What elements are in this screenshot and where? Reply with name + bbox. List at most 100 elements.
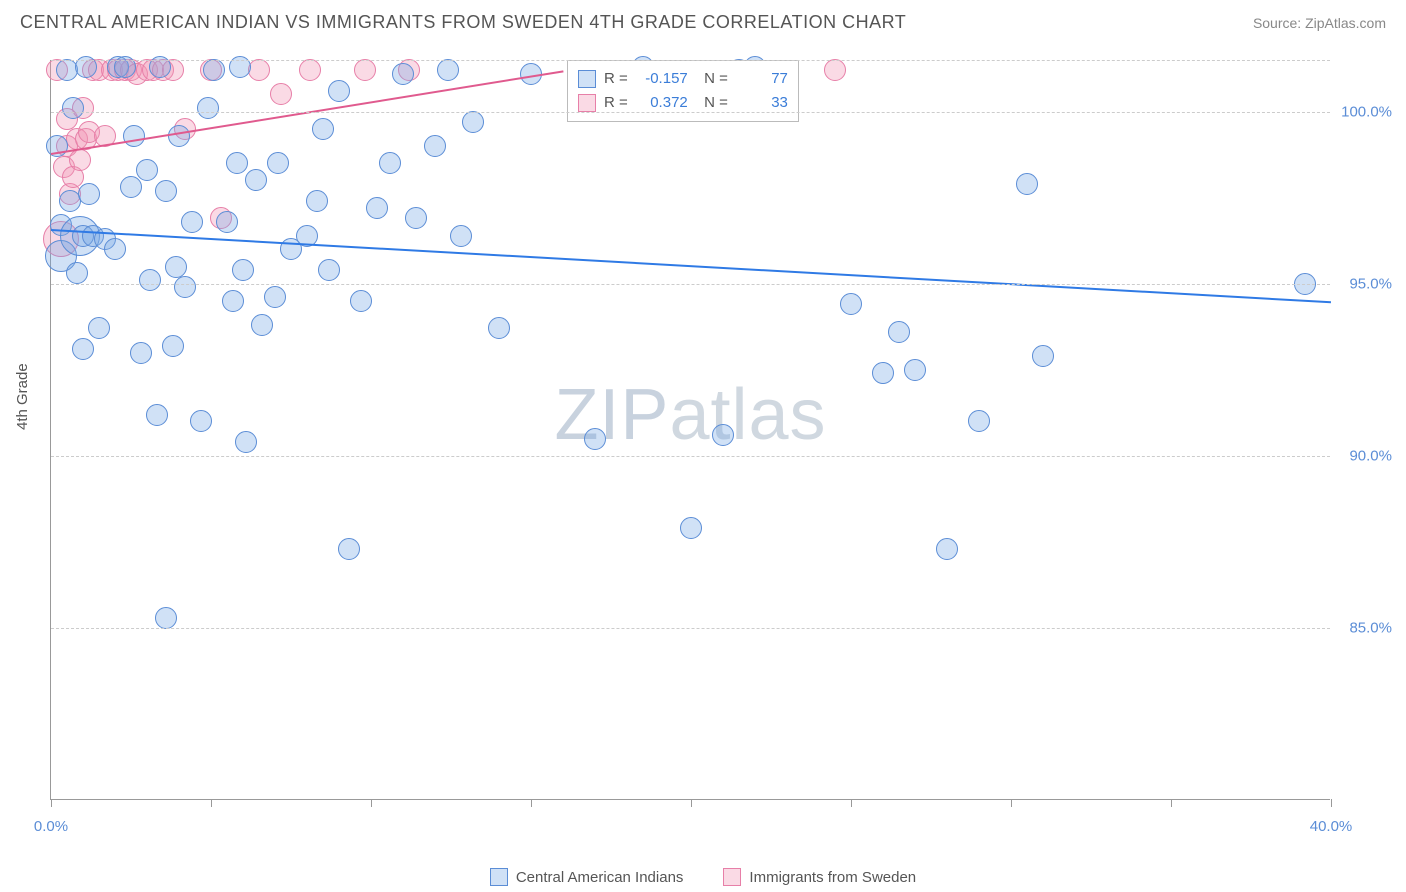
scatter-point-blue bbox=[392, 63, 414, 85]
scatter-point-blue bbox=[155, 180, 177, 202]
scatter-point-blue bbox=[968, 410, 990, 432]
scatter-point-blue bbox=[130, 342, 152, 364]
scatter-point-blue bbox=[437, 59, 459, 81]
scatter-point-blue bbox=[267, 152, 289, 174]
legend-label-blue: Central American Indians bbox=[516, 869, 684, 886]
scatter-point-blue bbox=[222, 290, 244, 312]
scatter-point-blue bbox=[78, 183, 100, 205]
x-tick bbox=[51, 799, 52, 807]
scatter-point-blue bbox=[1032, 345, 1054, 367]
y-tick-label: 85.0% bbox=[1349, 619, 1392, 636]
scatter-point-blue bbox=[104, 238, 126, 260]
scatter-point-blue bbox=[232, 259, 254, 281]
y-tick-label: 100.0% bbox=[1341, 103, 1392, 120]
scatter-point-blue bbox=[190, 410, 212, 432]
scatter-point-pink bbox=[270, 83, 292, 105]
legend: Central American Indians Immigrants from… bbox=[0, 868, 1406, 886]
scatter-point-blue bbox=[306, 190, 328, 212]
chart-title: CENTRAL AMERICAN INDIAN VS IMMIGRANTS FR… bbox=[20, 12, 906, 33]
x-tick bbox=[1011, 799, 1012, 807]
correlation-stats-box: R = -0.157 N = 77 R = 0.372 N = 33 bbox=[567, 60, 799, 122]
swatch-blue-icon bbox=[578, 70, 596, 88]
scatter-point-blue bbox=[136, 159, 158, 181]
x-tick-label: 0.0% bbox=[34, 818, 68, 835]
scatter-point-blue bbox=[379, 152, 401, 174]
scatter-point-blue bbox=[680, 517, 702, 539]
scatter-point-blue bbox=[174, 276, 196, 298]
y-tick-label: 95.0% bbox=[1349, 275, 1392, 292]
scatter-point-blue bbox=[872, 362, 894, 384]
legend-swatch-blue-icon bbox=[490, 868, 508, 886]
y-tick-label: 90.0% bbox=[1349, 447, 1392, 464]
scatter-point-blue bbox=[424, 135, 446, 157]
scatter-point-blue bbox=[62, 97, 84, 119]
scatter-point-blue bbox=[312, 118, 334, 140]
scatter-point-blue bbox=[155, 607, 177, 629]
gridline bbox=[51, 112, 1330, 113]
scatter-point-pink bbox=[248, 59, 270, 81]
scatter-point-blue bbox=[181, 211, 203, 233]
scatter-point-blue bbox=[123, 125, 145, 147]
swatch-pink-icon bbox=[578, 94, 596, 112]
x-tick-label: 40.0% bbox=[1310, 818, 1353, 835]
y-axis-label: 4th Grade bbox=[14, 363, 31, 430]
scatter-point-blue bbox=[226, 152, 248, 174]
x-tick bbox=[1171, 799, 1172, 807]
scatter-point-blue bbox=[888, 321, 910, 343]
stats-n-blue: 77 bbox=[736, 67, 788, 91]
legend-item-pink: Immigrants from Sweden bbox=[723, 868, 916, 886]
x-tick bbox=[211, 799, 212, 807]
scatter-point-blue bbox=[66, 262, 88, 284]
scatter-point-blue bbox=[162, 335, 184, 357]
scatter-point-blue bbox=[904, 359, 926, 381]
scatter-point-blue bbox=[350, 290, 372, 312]
legend-swatch-pink-icon bbox=[723, 868, 741, 886]
stats-n-label: N = bbox=[696, 67, 728, 91]
scatter-point-blue bbox=[203, 59, 225, 81]
gridline bbox=[51, 284, 1330, 285]
scatter-point-blue bbox=[146, 404, 168, 426]
scatter-point-pink bbox=[299, 59, 321, 81]
scatter-point-blue bbox=[139, 269, 161, 291]
x-tick bbox=[691, 799, 692, 807]
scatter-point-blue bbox=[366, 197, 388, 219]
scatter-point-blue bbox=[245, 169, 267, 191]
scatter-point-blue bbox=[88, 317, 110, 339]
scatter-point-blue bbox=[450, 225, 472, 247]
scatter-point-blue bbox=[72, 338, 94, 360]
chart-source: Source: ZipAtlas.com bbox=[1253, 15, 1386, 31]
scatter-point-blue bbox=[197, 97, 219, 119]
x-tick bbox=[851, 799, 852, 807]
scatter-point-blue bbox=[328, 80, 350, 102]
scatter-point-blue bbox=[264, 286, 286, 308]
scatter-point-blue bbox=[488, 317, 510, 339]
scatter-point-blue bbox=[712, 424, 734, 446]
gridline bbox=[51, 60, 1330, 61]
scatter-point-blue bbox=[405, 207, 427, 229]
scatter-point-blue bbox=[251, 314, 273, 336]
scatter-point-blue bbox=[1016, 173, 1038, 195]
stats-row-blue: R = -0.157 N = 77 bbox=[578, 67, 788, 91]
scatter-point-pink bbox=[69, 149, 91, 171]
legend-item-blue: Central American Indians bbox=[490, 868, 684, 886]
x-tick bbox=[531, 799, 532, 807]
stats-r-blue: -0.157 bbox=[636, 67, 688, 91]
gridline bbox=[51, 456, 1330, 457]
scatter-point-pink bbox=[354, 59, 376, 81]
scatter-point-blue bbox=[235, 431, 257, 453]
scatter-point-pink bbox=[824, 59, 846, 81]
x-tick bbox=[371, 799, 372, 807]
stats-r-label: R = bbox=[604, 67, 628, 91]
scatter-point-blue bbox=[318, 259, 340, 281]
scatter-point-blue bbox=[584, 428, 606, 450]
scatter-point-blue bbox=[936, 538, 958, 560]
chart-plot-area: ZIPatlas R = -0.157 N = 77 R = 0.372 N =… bbox=[50, 60, 1330, 800]
gridline bbox=[51, 628, 1330, 629]
scatter-point-blue bbox=[120, 176, 142, 198]
scatter-point-blue bbox=[840, 293, 862, 315]
scatter-point-blue bbox=[462, 111, 484, 133]
legend-label-pink: Immigrants from Sweden bbox=[749, 869, 916, 886]
scatter-point-blue bbox=[216, 211, 238, 233]
scatter-point-blue bbox=[165, 256, 187, 278]
scatter-point-blue bbox=[168, 125, 190, 147]
